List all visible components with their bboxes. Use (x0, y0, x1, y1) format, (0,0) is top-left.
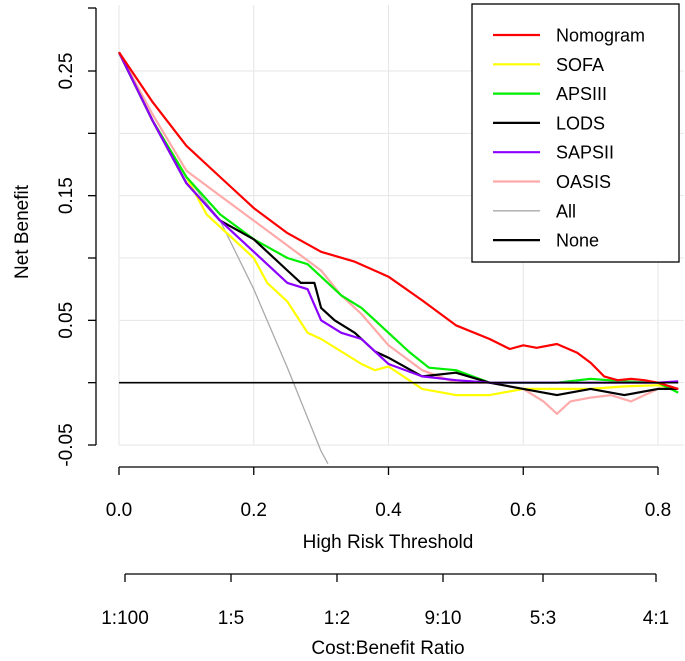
axes: -0.05 0.05 0.15 0.25 0.0 0.2 0.4 0.6 0.8 1:100 1:5… (56, 7, 671, 629)
series-lines (118, 51, 679, 465)
x-tick-label: 0.2 (241, 500, 267, 521)
series-line-apsiii (118, 51, 679, 394)
y-axis-title: Net Benefit (12, 184, 33, 279)
y-tick-label: -0.05 (56, 423, 77, 466)
legend-label-oasis: OASIS (556, 172, 611, 192)
x-axis-title: High Risk Threshold (303, 532, 474, 553)
secondary-tick-label: 1:5 (218, 608, 244, 629)
y-tick-label: 0.15 (56, 177, 77, 214)
legend-label-sofa: SOFA (556, 55, 604, 75)
secondary-tick-label: 9:10 (425, 608, 462, 629)
secondary-tick-label: 1:100 (101, 608, 149, 629)
x-tick-label: 0.0 (106, 500, 132, 521)
legend-label-all: All (556, 201, 576, 221)
legend-label-lods: LODS (556, 113, 605, 133)
legend-label-nomogram: Nomogram (556, 26, 645, 46)
legend: Nomogram SOFA APSIII LODS SAPSII OASIS All None (471, 3, 680, 263)
series-line-oasis (118, 51, 679, 415)
legend-label-sapsii: SAPSII (556, 143, 614, 163)
series-line-sofa (118, 51, 679, 397)
x-tick-label: 0.8 (645, 500, 671, 521)
y-tick-label: 0.05 (56, 302, 77, 339)
legend-box (471, 3, 680, 263)
secondary-tick-label: 1:2 (324, 608, 350, 629)
legend-label-none: None (556, 231, 599, 251)
secondary-tick-label: 4:1 (643, 608, 669, 629)
series-line-nomogram (118, 51, 679, 390)
y-tick-label: 0.25 (56, 53, 77, 90)
secondary-axis-title: Cost:Benefit Ratio (311, 638, 464, 659)
legend-label-apsiii: APSIII (556, 84, 607, 104)
secondary-tick-label: 5:3 (530, 608, 556, 629)
x-tick-label: 0.6 (510, 500, 536, 521)
x-tick-label: 0.4 (375, 500, 402, 521)
